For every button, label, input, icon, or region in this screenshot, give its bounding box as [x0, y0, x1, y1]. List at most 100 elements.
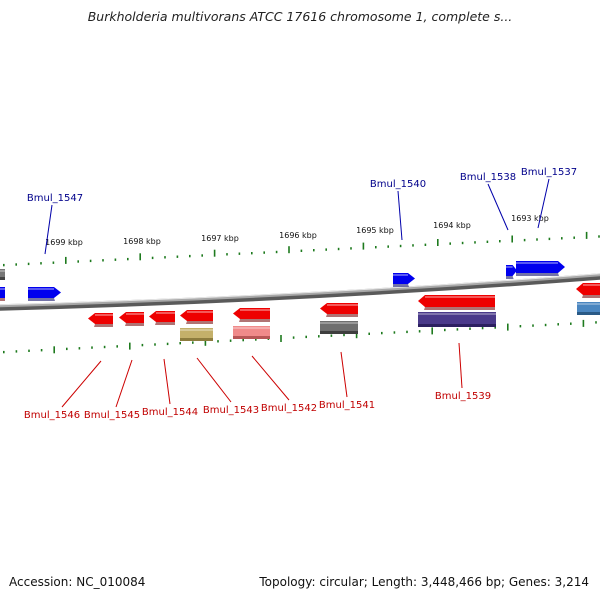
annotation-block-purple[interactable] [418, 312, 496, 327]
lower-tick [217, 340, 219, 343]
lower-tick [255, 338, 257, 341]
upper-tick [449, 242, 451, 245]
upper-tick [288, 246, 290, 254]
lower-tick [406, 330, 408, 334]
upper-tick [573, 236, 575, 239]
lower-tick [129, 342, 131, 350]
lower-tick [116, 345, 118, 348]
upper-tick [151, 256, 154, 260]
upper-tick [387, 245, 389, 248]
upper-tick [251, 252, 253, 255]
lower-tick [229, 339, 232, 342]
reverse-callout-line [340, 351, 348, 398]
gene-callouts: Bmul_1547 Bmul_1540 Bmul_1538 Bmul_1537 Bmul… [24, 167, 577, 421]
forward-gene-label[interactable]: Bmul_1547 [27, 193, 83, 204]
upper-tick [77, 260, 79, 263]
upper-tick [89, 259, 92, 263]
reverse-gene-label[interactable]: Bmul_1545 [84, 410, 140, 421]
upper-tick [337, 247, 340, 251]
upper-tick [598, 235, 600, 238]
reverse-gene-label[interactable]: Bmul_1541 [319, 400, 375, 411]
annotation-block-tan[interactable] [180, 328, 213, 341]
gene-features [0, 261, 600, 341]
lower-tick [544, 323, 547, 327]
lower-tick [469, 327, 471, 330]
scale-label: 1698 kbp [123, 237, 161, 246]
backbone-shadow [0, 273, 600, 311]
annotation-block-grey[interactable] [320, 321, 358, 334]
annotation-block-blue[interactable] [577, 302, 600, 315]
gene-block-left-edge[interactable] [0, 269, 5, 280]
gene-arrow-right-edge[interactable] [576, 283, 600, 298]
reverse-gene-label[interactable]: Bmul_1543 [203, 405, 259, 416]
gene-arrow-bmul-1538[interactable] [506, 265, 517, 279]
lower-tick [595, 321, 597, 324]
upper-tick [585, 231, 588, 239]
gene-arrow-bmul-1543[interactable] [180, 310, 213, 324]
lower-tick [343, 333, 345, 337]
upper-tick [27, 262, 30, 266]
tick-rows [3, 231, 600, 354]
reverse-gene-label[interactable]: Bmul_1542 [261, 403, 317, 414]
forward-gene-label[interactable]: Bmul_1537 [521, 167, 577, 178]
gene-arrow-bmul-1546[interactable] [88, 313, 113, 327]
lower-tick [3, 350, 5, 354]
upper-tick [263, 251, 265, 254]
upper-tick [412, 244, 414, 247]
lower-tick [330, 334, 333, 337]
upper-tick [213, 249, 216, 257]
forward-gene-label[interactable]: Bmul_1538 [460, 172, 516, 183]
forward-callout-line [487, 183, 509, 231]
annotation-block-pink[interactable] [233, 326, 270, 339]
lower-tick [292, 336, 295, 339]
upper-tick [52, 261, 55, 264]
backbone-highlight [0, 273, 600, 306]
lower-tick [519, 325, 522, 328]
lower-tick [393, 331, 396, 334]
reverse-gene-label[interactable]: Bmul_1546 [24, 410, 80, 421]
gene-arrow-left-edge[interactable] [0, 287, 5, 301]
lower-tick [582, 319, 585, 327]
upper-tick [499, 240, 501, 243]
upper-tick [424, 243, 427, 246]
upper-tick [561, 237, 563, 240]
reverse-callout-line [61, 360, 102, 408]
upper-tick [102, 259, 104, 262]
forward-gene-label[interactable]: Bmul_1540 [370, 179, 426, 190]
topology-summary: Topology: circular; Length: 3,448,466 bp… [259, 575, 589, 589]
gene-arrow-bmul-1545[interactable] [119, 312, 144, 326]
upper-tick [399, 244, 402, 248]
reverse-gene-label[interactable]: Bmul_1544 [142, 407, 198, 418]
lower-tick [481, 326, 484, 330]
upper-tick [325, 248, 327, 251]
scale-label: 1697 kbp [201, 234, 239, 243]
upper-tick [362, 242, 365, 250]
reverse-gene-label[interactable]: Bmul_1539 [435, 391, 491, 402]
gene-arrow-bmul-1541[interactable] [320, 303, 358, 317]
gene-arrow-bmul-1547[interactable] [28, 287, 61, 301]
lower-tick [166, 342, 169, 346]
lower-tick [66, 347, 68, 351]
lower-tick [53, 346, 55, 354]
scale-labels: 1699 kbp 1698 kbp 1697 kbp 1696 kbp 1695 kbp… [45, 214, 549, 247]
lower-tick [204, 338, 207, 346]
lower-tick [494, 326, 496, 329]
gene-arrow-bmul-1544[interactable] [149, 311, 175, 325]
upper-tick [536, 238, 538, 241]
gene-arrow-bmul-1542[interactable] [233, 308, 270, 322]
upper-tick [201, 254, 203, 257]
lower-tick [431, 327, 433, 335]
upper-tick [461, 241, 464, 245]
upper-tick [65, 256, 67, 264]
gene-arrow-bmul-1540[interactable] [393, 273, 415, 287]
gene-arrow-bmul-1539[interactable] [418, 295, 495, 310]
lower-tick [141, 343, 144, 347]
lower-tick [91, 346, 93, 349]
forward-callout-line [44, 204, 53, 255]
gene-arrow-bmul-1537[interactable] [516, 261, 565, 276]
reverse-callout-line [163, 358, 171, 405]
upper-tick [226, 253, 228, 256]
lower-tick [532, 324, 534, 327]
upper-tick [15, 263, 17, 266]
